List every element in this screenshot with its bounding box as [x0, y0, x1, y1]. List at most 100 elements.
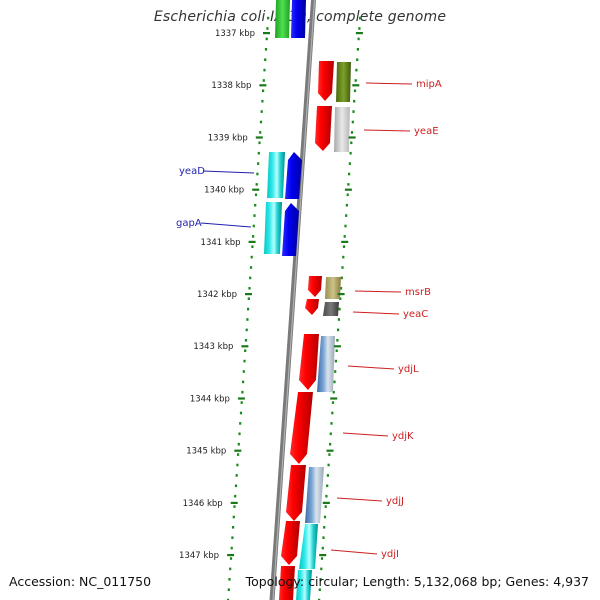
ruler-dot — [347, 183, 350, 186]
ruler-dot — [244, 339, 248, 342]
ruler-dot — [334, 370, 337, 373]
ruler-dot — [358, 27, 361, 30]
ruler-dot — [326, 484, 329, 488]
ruler-dot — [323, 515, 327, 519]
gene-arrow — [315, 106, 332, 151]
gene-arrow — [305, 299, 319, 315]
inner-ruler-dots — [318, 16, 362, 600]
ruler-dot — [338, 307, 341, 311]
gene-arrow — [323, 302, 339, 316]
ruler-dot — [341, 266, 344, 269]
gene-label-gapA[interactable]: gapA — [176, 218, 202, 229]
tick-mark — [337, 293, 345, 296]
ruler-dot — [356, 48, 359, 51]
ruler-dot — [266, 27, 269, 30]
ruler-dot — [242, 370, 245, 373]
ruler-dot — [240, 401, 243, 404]
ruler-dot — [227, 598, 230, 600]
ruler-dot — [246, 318, 249, 321]
gene-label-ydjJ[interactable]: ydjJ — [386, 496, 404, 507]
gene-label-ydjI[interactable]: ydjI — [381, 549, 399, 560]
ruler-dot — [267, 16, 270, 20]
ruler-dot — [321, 546, 324, 550]
ruler-dot — [231, 536, 234, 539]
ruler-dot — [353, 99, 356, 103]
gene-label-mipA[interactable]: mipA — [416, 79, 442, 90]
ruler-dot — [257, 151, 260, 155]
ruler-ticks: 1337 kbp 1338 kbp 1339 kbp 1340 kbp 1341 kbp… — [179, 29, 363, 561]
gene-arrow — [281, 521, 300, 565]
tick-mark — [355, 32, 363, 35]
ruler-dot — [351, 120, 354, 124]
ruler-dot — [353, 89, 357, 93]
tick-label: 1345 kbp — [186, 447, 226, 457]
gene-label-yeaE[interactable]: yeaE — [414, 126, 439, 137]
ruler-dot — [242, 380, 245, 384]
tick-label: 1342 kbp — [197, 290, 237, 300]
gene-arrow — [334, 107, 350, 152]
ruler-dot — [335, 349, 338, 352]
ruler-dot — [348, 172, 351, 176]
genome-axis-highlight — [272, 0, 316, 600]
ruler-dot — [257, 162, 260, 165]
ruler-dot — [235, 474, 238, 477]
gene-label-yeaD[interactable]: yeaD — [179, 166, 205, 177]
tick-mark — [341, 240, 349, 243]
genome-summary-text: Topology: circular; Length: 5,132,068 bp… — [245, 574, 589, 589]
label-leader-line — [336, 497, 383, 502]
ruler-dot — [348, 162, 351, 165]
ruler-dot — [248, 287, 251, 290]
ruler-dot — [262, 79, 265, 82]
ruler-dot — [263, 68, 266, 72]
label-leader-line — [363, 129, 411, 132]
ruler-dot — [238, 432, 241, 436]
ruler-dot — [234, 494, 237, 498]
tick-label: 1341 kbp — [201, 238, 241, 248]
gene-arrow — [318, 61, 334, 101]
label-leader-line — [202, 170, 255, 174]
ruler-dot — [333, 380, 336, 384]
ruler-dot — [320, 567, 323, 571]
tick-mark — [348, 136, 356, 139]
ruler-dot — [342, 255, 345, 259]
ruler-dot — [254, 193, 258, 197]
ruler-dot — [346, 193, 349, 197]
ruler-dot — [249, 266, 253, 269]
gene-label-ydjL[interactable]: ydjL — [398, 364, 419, 375]
tick-mark — [234, 449, 242, 452]
ruler-dot — [326, 474, 329, 477]
ruler-dot — [249, 276, 252, 280]
tick-mark — [241, 345, 249, 348]
ruler-dot — [250, 255, 253, 259]
label-leader-line — [365, 82, 413, 85]
gene-arrow — [285, 152, 302, 199]
ruler-dot — [228, 578, 231, 581]
gene-label-yeaC[interactable]: yeaC — [403, 309, 428, 320]
ruler-dot — [232, 515, 235, 519]
gene-label-ydjK[interactable]: ydjK — [392, 431, 414, 442]
gene-arrow — [267, 152, 285, 198]
ruler-dot — [319, 578, 322, 581]
gene-arrow — [291, 0, 306, 38]
label-leader-line — [354, 290, 402, 293]
gene-label-msrB[interactable]: msrB — [405, 287, 431, 298]
ruler-dot — [318, 588, 321, 591]
ruler-dot — [239, 422, 242, 425]
outer-ruler-dots — [227, 16, 270, 600]
gene-arrow — [305, 467, 324, 523]
ruler-dot — [234, 484, 238, 488]
ruler-dot — [247, 297, 250, 300]
ruler-dot — [255, 183, 258, 186]
ruler-dot — [340, 287, 343, 290]
gene-arrow — [286, 465, 306, 521]
label-leader-line — [352, 311, 400, 315]
tick-mark — [352, 84, 360, 87]
ruler-dot — [332, 390, 335, 394]
ruler-dot — [342, 245, 346, 248]
ruler-dot — [356, 58, 359, 61]
ruler-dot — [328, 453, 331, 456]
gene-arrow — [325, 277, 341, 299]
gene-arrow — [308, 276, 322, 297]
ruler-dot — [233, 505, 236, 508]
